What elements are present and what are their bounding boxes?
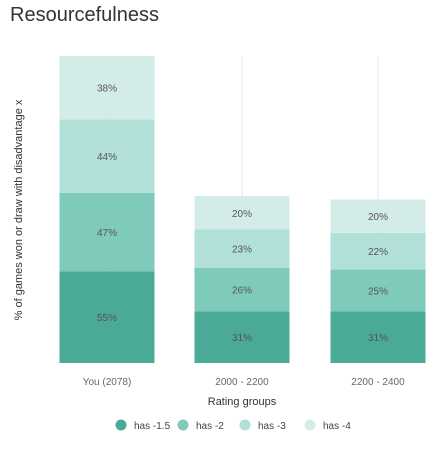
x-tick-label: You (2078) <box>83 377 132 388</box>
bar-segment[interactable] <box>194 196 290 230</box>
legend-swatch[interactable] <box>115 419 127 431</box>
bar-value-label: 38% <box>97 84 117 95</box>
bar-value-label: 26% <box>232 286 252 297</box>
bar-segment[interactable] <box>59 192 155 272</box>
bar-segment[interactable] <box>330 311 426 363</box>
bar-value-label: 20% <box>232 209 252 220</box>
bar-value-label: 31% <box>232 333 252 344</box>
legend-item-label[interactable]: has -4 <box>323 421 351 432</box>
x-tick-label: 2200 - 2400 <box>351 377 405 388</box>
legend-swatch[interactable] <box>304 419 316 431</box>
bars: 55% 47% 44% 38% 31% 26% 23% 20% 31% 25% 22% 20% <box>59 56 426 363</box>
bar-value-label: 47% <box>97 228 117 239</box>
bar-segment[interactable] <box>194 229 290 268</box>
bar-value-label: 22% <box>368 247 388 258</box>
bar-value-label: 55% <box>97 313 117 324</box>
bar-segment[interactable] <box>59 56 155 120</box>
bar-segment[interactable] <box>330 269 426 312</box>
x-axis-label: Rating groups <box>208 396 277 408</box>
legend-item-label[interactable]: has -1.5 <box>134 421 171 432</box>
legend-swatch[interactable] <box>177 419 189 431</box>
x-tick-labels: You (2078) 2000 - 2200 2200 - 2400 <box>83 377 405 388</box>
legend-swatch[interactable] <box>239 419 251 431</box>
chart-title: Resourcefulness <box>10 4 159 26</box>
bar-value-label: 44% <box>97 152 117 163</box>
bar-value-label: 31% <box>368 333 388 344</box>
y-axis-label: % of games won or draw with disadvantage… <box>13 99 25 320</box>
bar-segment[interactable] <box>330 199 426 233</box>
bar-value-label: 25% <box>368 286 388 297</box>
legend-item-label[interactable]: has -2 <box>196 421 224 432</box>
bar-segment[interactable] <box>330 232 426 270</box>
bar-value-label: 20% <box>368 212 388 223</box>
x-tick-label: 2000 - 2200 <box>215 377 269 388</box>
bar-segment[interactable] <box>59 271 155 363</box>
bar-segment[interactable] <box>59 119 155 193</box>
bar-segment[interactable] <box>194 267 290 312</box>
legend-item-label[interactable]: has -3 <box>258 421 286 432</box>
legend: has -1.5 has -2 has -3 has -4 <box>115 419 351 432</box>
bar-value-label: 23% <box>232 245 252 256</box>
bar-segment[interactable] <box>194 311 290 363</box>
